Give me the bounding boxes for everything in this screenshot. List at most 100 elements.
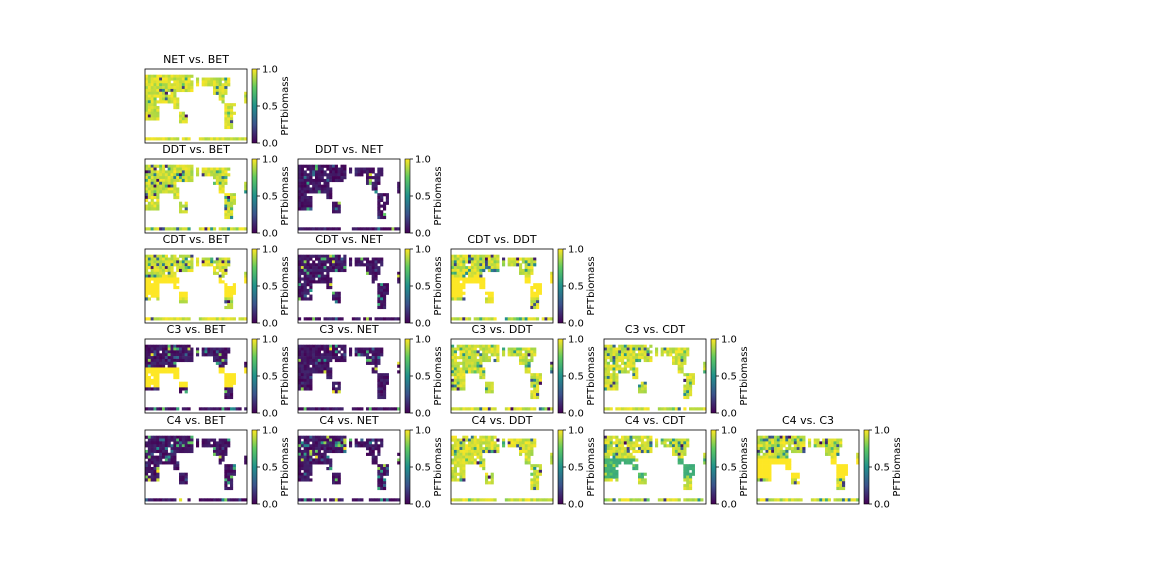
heatmap-cell <box>465 268 469 273</box>
heatmap-cell <box>479 438 483 442</box>
heatmap-cell <box>487 344 491 348</box>
heatmap-cell <box>530 486 534 491</box>
heatmap-cell <box>164 170 168 174</box>
heatmap-cell <box>462 458 466 462</box>
heatmap-cell <box>536 286 540 290</box>
heatmap-cell <box>357 260 361 264</box>
heatmap-cell <box>451 344 455 348</box>
heatmap-cell <box>626 455 630 459</box>
heatmap-cell <box>470 461 474 465</box>
heatmap-cell <box>343 176 347 180</box>
heatmap-cell <box>785 452 789 456</box>
heatmap-cell <box>530 381 534 385</box>
heatmap-cell <box>190 353 194 357</box>
heatmap-cell <box>159 170 163 174</box>
heatmap-cells <box>298 435 401 502</box>
heatmap-cell <box>221 91 225 95</box>
heatmap-cell <box>244 187 248 191</box>
heatmap-cell <box>298 201 302 205</box>
heatmap-cell <box>632 455 636 459</box>
heatmap-cell <box>377 201 381 205</box>
heatmap-cell <box>170 170 174 174</box>
heatmap-cell <box>371 407 375 411</box>
heatmap-cell <box>340 435 344 439</box>
heatmap-cell <box>153 283 157 287</box>
colorbar-label: PFTbiomass <box>433 437 444 496</box>
heatmap-cell <box>768 498 772 502</box>
heatmap-cell <box>366 176 370 180</box>
heatmap-cell <box>397 461 401 465</box>
heatmap-cell <box>215 137 219 141</box>
heatmap-cell <box>757 435 761 439</box>
heatmap-cell <box>490 407 494 411</box>
heatmap-cell <box>513 444 517 448</box>
heatmap-cell <box>377 464 381 468</box>
heatmap-cell <box>300 458 304 462</box>
heatmap-cell <box>470 441 474 445</box>
heatmap-cell <box>621 350 625 354</box>
heatmap-cell <box>159 86 163 90</box>
heatmap-cell <box>473 257 477 261</box>
panel-title: C4 vs. NET <box>319 414 379 427</box>
heatmap-cell <box>306 271 310 275</box>
heatmap-cell <box>635 435 639 439</box>
heatmap-cell <box>377 170 381 174</box>
heatmap-cell <box>179 475 183 479</box>
colorbar-tick-label: 1.0 <box>874 426 890 437</box>
heatmap-cell <box>507 438 511 442</box>
heatmap-cell <box>606 467 610 471</box>
heatmap-cell <box>530 464 534 468</box>
heatmap-cell <box>527 438 531 442</box>
heatmap-cell <box>300 461 304 465</box>
heatmap-cell <box>170 271 174 275</box>
heatmap-cell <box>632 373 636 377</box>
heatmap-cell <box>813 438 817 442</box>
heatmap-cell <box>145 478 149 482</box>
heatmap-cell <box>771 441 775 445</box>
heatmap-cell <box>215 178 219 183</box>
heatmap-cell <box>638 481 642 485</box>
heatmap-cell <box>482 370 486 374</box>
heatmap-cell <box>459 378 463 382</box>
heatmap-cell <box>181 407 185 411</box>
heatmap-cell <box>167 350 171 354</box>
heatmap-cell <box>485 498 489 502</box>
heatmap-cell <box>332 176 336 180</box>
heatmap-cell <box>184 114 188 118</box>
heatmap-cell <box>465 347 469 351</box>
heatmap-cell <box>366 438 370 442</box>
heatmap-cell <box>606 438 610 442</box>
heatmap-cell <box>315 257 319 261</box>
heatmap-cell <box>660 438 664 442</box>
heatmap-cell <box>147 108 151 112</box>
heatmap-cell <box>227 464 231 468</box>
colorbar-label: PFTbiomass <box>739 346 750 405</box>
heatmap-cell <box>150 176 154 180</box>
heatmap-cell <box>187 227 191 231</box>
heatmap-cell <box>156 100 160 104</box>
heatmap-cell <box>159 178 163 183</box>
heatmap-cell <box>159 353 163 357</box>
heatmap-cell <box>759 478 763 482</box>
heatmap-cell <box>303 181 307 185</box>
heatmap-cell <box>156 260 160 264</box>
heatmap-cell <box>655 353 659 357</box>
heatmap-cell <box>768 461 772 465</box>
heatmap-cell <box>793 481 797 485</box>
heatmap-cell <box>629 458 633 462</box>
heatmap-cell <box>303 317 307 321</box>
heatmap-cell <box>354 167 358 171</box>
heatmap-cell <box>218 407 222 411</box>
heatmap-cell <box>224 294 228 298</box>
heatmap-cell <box>677 367 681 371</box>
heatmap-cell <box>162 77 166 81</box>
heatmap-cell <box>533 297 537 301</box>
heatmap-cell <box>329 187 333 191</box>
heatmap-cell <box>170 137 174 141</box>
heatmap-cell <box>215 317 219 321</box>
heatmap-cell <box>626 358 630 363</box>
heatmap-cell <box>232 317 236 321</box>
heatmap-cell <box>513 441 517 445</box>
heatmap-cell <box>147 193 151 197</box>
heatmap-cell <box>150 288 154 292</box>
